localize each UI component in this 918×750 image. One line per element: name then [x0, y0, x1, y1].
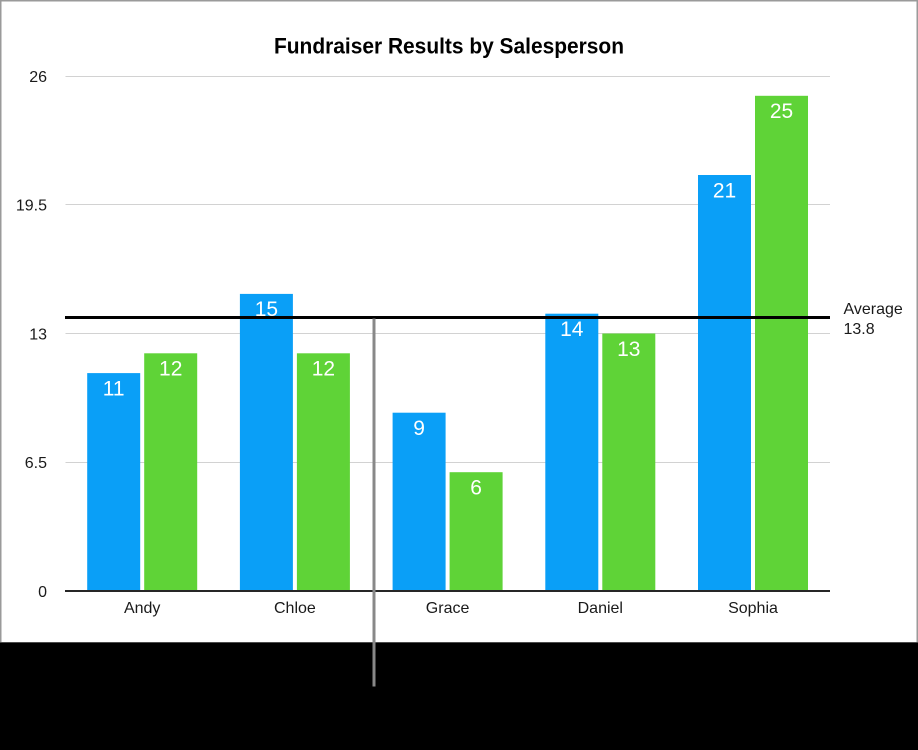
svg-text:13: 13 — [29, 326, 47, 343]
svg-text:13: 13 — [617, 338, 640, 361]
svg-text:6: 6 — [470, 477, 482, 500]
svg-text:14: 14 — [560, 318, 584, 341]
svg-text:Daniel: Daniel — [578, 600, 623, 617]
svg-text:Fundraiser Results by Salesper: Fundraiser Results by Salesperson — [274, 33, 624, 58]
svg-text:15: 15 — [255, 298, 278, 321]
svg-text:12: 12 — [312, 358, 335, 381]
svg-text:6.5: 6.5 — [25, 455, 47, 472]
svg-text:12: 12 — [159, 358, 182, 381]
svg-text:19.5: 19.5 — [16, 198, 47, 215]
svg-text:Average: Average — [844, 301, 903, 318]
svg-text:0: 0 — [38, 584, 47, 601]
svg-text:Grace: Grace — [426, 600, 470, 617]
svg-text:26: 26 — [29, 69, 47, 86]
svg-text:Sophia: Sophia — [728, 600, 778, 617]
svg-text:Chloe: Chloe — [274, 600, 316, 617]
svg-text:9: 9 — [413, 417, 425, 440]
svg-text:21: 21 — [713, 179, 736, 202]
svg-text:13.8: 13.8 — [844, 321, 875, 338]
svg-text:25: 25 — [770, 100, 793, 123]
svg-text:11: 11 — [103, 377, 125, 400]
svg-text:Andy: Andy — [124, 600, 160, 617]
